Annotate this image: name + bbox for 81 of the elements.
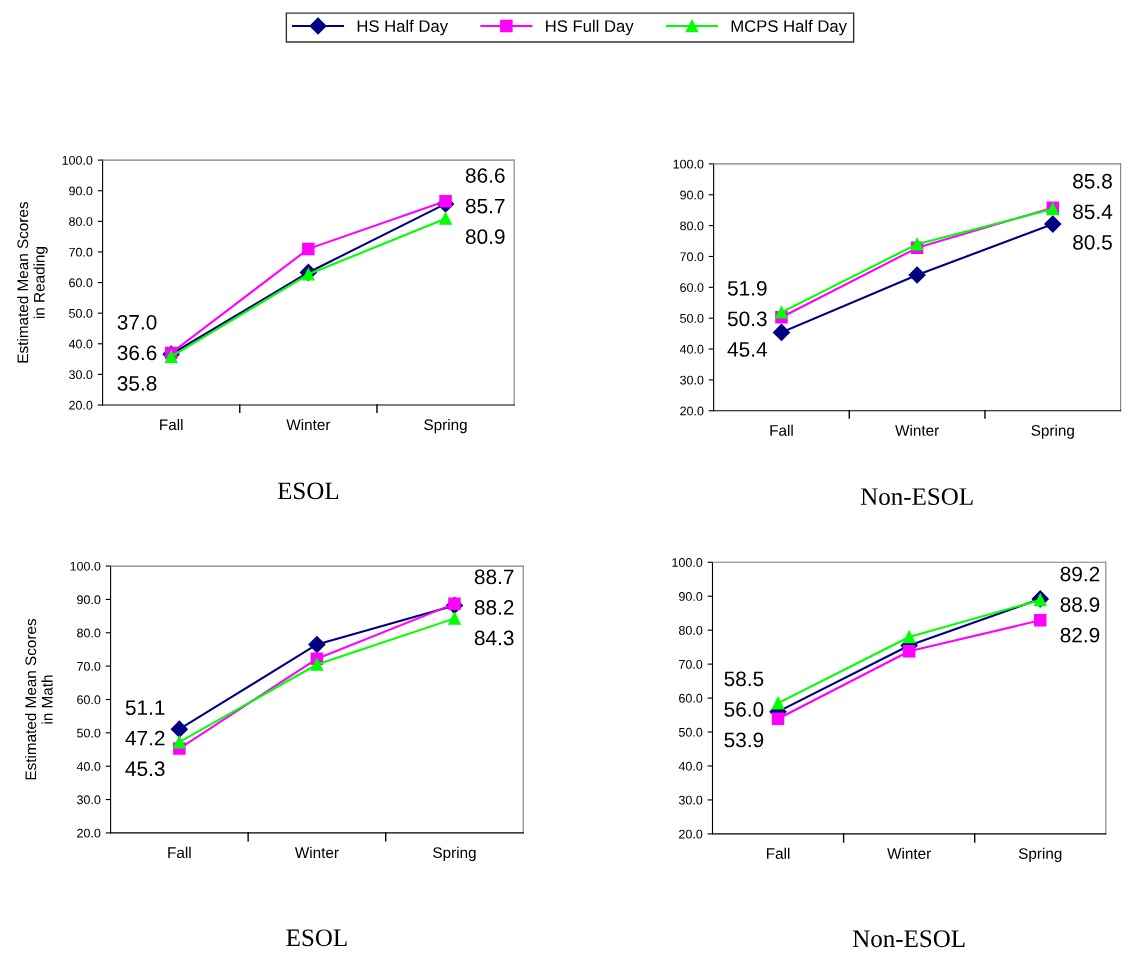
x-tick-label: Fall xyxy=(160,418,183,431)
y-tick-label: 70.0 xyxy=(77,661,101,671)
y-tick-label: 50.0 xyxy=(680,313,704,323)
y-tick-label: 60.0 xyxy=(679,693,703,703)
x-tick-label: Fall xyxy=(168,846,191,859)
y-tick-label: 30.0 xyxy=(77,795,101,805)
y-tick-label: 90.0 xyxy=(680,190,704,200)
x-tick-label: Winter xyxy=(286,418,331,431)
y-tick-label: 30.0 xyxy=(69,370,93,380)
data-label: 85.8 xyxy=(1073,173,1112,189)
y-tick-label: 40.0 xyxy=(76,762,101,771)
y-tick-label: 60.0 xyxy=(680,283,704,292)
data-label: 86.6 xyxy=(465,168,505,183)
data-label: 51.1 xyxy=(125,700,165,716)
data-label: 35.8 xyxy=(117,376,157,391)
y-tick-label: 100.0 xyxy=(673,159,704,169)
y-tick-label: 80.0 xyxy=(678,625,703,635)
data-label: 85.7 xyxy=(465,198,505,214)
data-label: 89.2 xyxy=(1060,566,1100,582)
x-tick-label: Winter xyxy=(887,847,931,859)
x-tick-label: Spring xyxy=(1018,847,1062,863)
text: ESOL xyxy=(286,929,347,947)
y-tick-label: 90.0 xyxy=(77,595,101,605)
legend-label: MCPS Half Day xyxy=(731,19,847,36)
y-tick-label: 80.0 xyxy=(680,221,704,231)
y-tick-label: 20.0 xyxy=(679,829,703,839)
x-tick-label: Spring xyxy=(1031,424,1074,439)
y-tick-label: 30.0 xyxy=(678,795,703,805)
y-tick-label: 60.0 xyxy=(77,695,101,705)
data-label: 88.2 xyxy=(474,600,514,615)
data-label: 45.3 xyxy=(125,761,165,777)
y-tick-label: 40.0 xyxy=(679,344,704,354)
data-label: 88.7 xyxy=(474,569,514,585)
y-tick-label: 80.0 xyxy=(69,217,93,226)
x-tick-label: Fall xyxy=(767,847,790,859)
legend-label: HS Full Day xyxy=(546,19,634,36)
data-label: 56.0 xyxy=(724,702,764,717)
y-tick-label: 20.0 xyxy=(680,406,704,416)
y-tick-label: 100.0 xyxy=(672,558,703,567)
y-tick-label: 40.0 xyxy=(68,339,93,349)
x-tick-label: Spring xyxy=(424,418,467,434)
data-label: 45.4 xyxy=(727,342,767,357)
data-label: 80.5 xyxy=(1073,234,1112,250)
data-label: 80.9 xyxy=(465,229,505,245)
data-label: 84.3 xyxy=(474,630,514,646)
y-tick-label: 100.0 xyxy=(62,155,93,165)
x-tick-label: Winter xyxy=(895,424,939,436)
legend-label: HS Half Day xyxy=(357,19,449,36)
text: ESOL xyxy=(277,482,339,500)
data-label: 47.2 xyxy=(125,730,165,746)
y-tick-label: 100.0 xyxy=(70,561,101,571)
text: Non-ESOL xyxy=(860,488,973,505)
y-tick-label: 70.0 xyxy=(69,247,93,257)
x-tick-label: Winter xyxy=(294,846,339,859)
y-tick-label: 50.0 xyxy=(77,728,101,738)
x-tick-label: Spring xyxy=(433,846,476,862)
x-tick-label: Fall xyxy=(770,424,793,436)
data-label: 88.9 xyxy=(1060,597,1100,612)
text: Non-ESOL xyxy=(852,930,965,948)
y-tick-label: 70.0 xyxy=(679,659,703,669)
y-tick-label: 20.0 xyxy=(69,400,93,410)
data-label: 50.3 xyxy=(727,311,767,327)
data-label: 85.4 xyxy=(1073,204,1113,220)
data-label: 58.5 xyxy=(724,671,764,687)
y-tick-label: 80.0 xyxy=(77,628,101,638)
data-label: 37.0 xyxy=(117,314,157,330)
data-label: 53.9 xyxy=(724,732,764,748)
y-tick-label: 20.0 xyxy=(77,828,101,838)
y-tick-label: 50.0 xyxy=(69,308,93,318)
y-tick-label: 90.0 xyxy=(69,186,93,196)
y-axis-title: Estimated Mean Scores in Reading xyxy=(17,202,48,363)
y-tick-label: 90.0 xyxy=(679,592,703,601)
y-tick-label: 30.0 xyxy=(680,375,704,385)
y-axis-title: Estimated Mean Scores in Math xyxy=(24,618,53,780)
data-label: 36.6 xyxy=(117,345,157,361)
data-label: 51.9 xyxy=(727,280,767,296)
y-tick-label: 70.0 xyxy=(680,252,704,262)
y-tick-label: 60.0 xyxy=(69,278,93,288)
y-tick-label: 50.0 xyxy=(678,727,703,737)
data-label: 82.9 xyxy=(1060,627,1100,643)
y-tick-label: 40.0 xyxy=(678,761,703,771)
